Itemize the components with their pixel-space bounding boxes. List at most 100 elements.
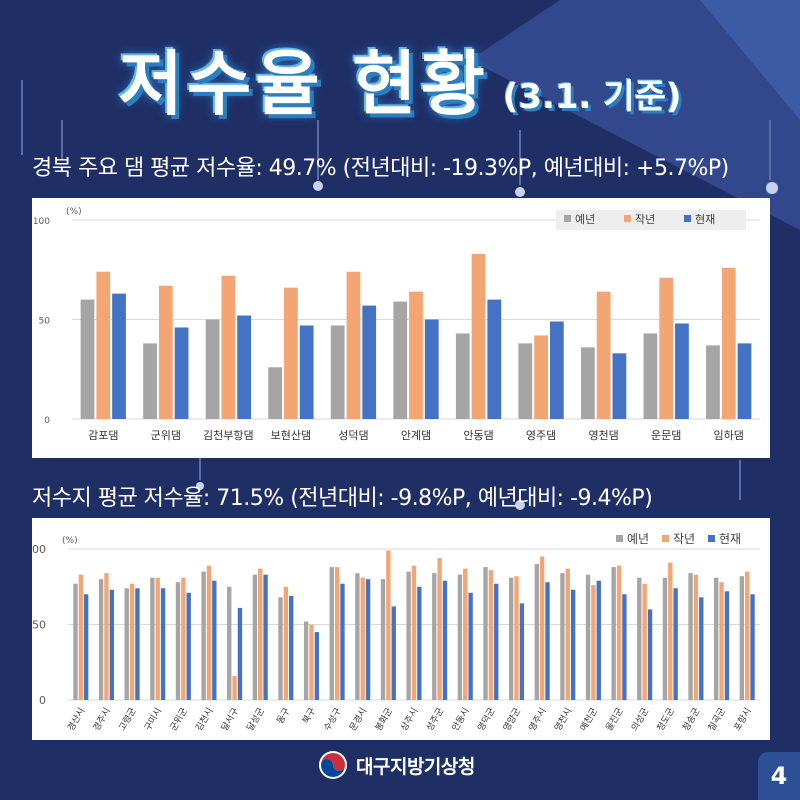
- bar-임하댐-현재: [737, 343, 752, 419]
- bar-운문댐-예년: [643, 333, 658, 419]
- x-tick-label: 임하댐: [714, 428, 744, 442]
- bar-구미시-현재: [160, 588, 166, 700]
- page-number: 4: [758, 752, 800, 800]
- legend-swatch-현재: [684, 215, 691, 222]
- bar-달서구-예년: [227, 586, 232, 700]
- bar-영주시-현재: [545, 582, 550, 700]
- bar-포항시-현재: [750, 594, 755, 700]
- bar-운문댐-현재: [675, 323, 689, 419]
- bar-성주군-작년: [437, 558, 442, 700]
- bar-성주군-현재: [442, 580, 448, 700]
- bar-군위댐-작년: [158, 285, 173, 419]
- legend-box: [556, 210, 746, 230]
- x-tick-label: 안동댐: [463, 429, 493, 442]
- bar-김천시-작년: [206, 565, 212, 700]
- x-tick-label: 김천부항댐: [203, 428, 254, 442]
- legend-label-작년: 작년: [635, 213, 655, 226]
- bar-성덕댐-작년: [346, 271, 361, 419]
- bar-동구-작년: [283, 586, 289, 700]
- bar-김천부항댐-예년: [205, 319, 220, 419]
- x-tick-label: 청송군: [681, 706, 703, 733]
- bar-봉화군-예년: [380, 579, 386, 700]
- legend-swatch-예년: [564, 215, 571, 222]
- x-tick-label: 예천군: [578, 706, 600, 733]
- bar-의성군-작년: [642, 583, 647, 700]
- bar-상주시-현재: [417, 586, 422, 700]
- bar-김천부항댐-작년: [221, 275, 236, 419]
- bar-봉화군-작년: [386, 550, 391, 700]
- bar-경주시-예년: [98, 579, 104, 700]
- bar-봉화군-현재: [391, 606, 396, 700]
- reservoir-section-heading: 저수지 평균 저수율: 71.5% (전년대비: -9.8%P, 예년대비: -…: [32, 486, 653, 511]
- bar-청송군-현재: [699, 597, 704, 700]
- x-tick-label: 울진군: [604, 706, 626, 733]
- legend-label-작년: 작년: [673, 532, 695, 546]
- legend-swatch-현재: [708, 535, 715, 542]
- dam-chart: 0 50 100 (%) 감포댐 군위댐 김천부항댐 보현산댐 성덕댐 안계댐 안동댐 영주댐 영천댐 운…: [33, 207, 760, 442]
- title-main: 저수율 현황: [118, 43, 489, 125]
- bar-경주시-현재: [109, 589, 114, 700]
- bar-달성군-작년: [258, 568, 263, 700]
- bar-예천군-작년: [591, 585, 596, 700]
- title-date: (3.1. 기준): [502, 77, 682, 117]
- y-unit-label: (%): [66, 207, 82, 217]
- bar-임하댐-예년: [706, 345, 720, 419]
- bar-임하댐-작년: [721, 267, 736, 419]
- bar-보현산댐-작년: [284, 287, 298, 419]
- x-tick-label: 성주군: [424, 706, 446, 733]
- bar-성주군-예년: [432, 573, 437, 700]
- bar-구미시-예년: [150, 577, 155, 700]
- x-tick-label: 군위군: [168, 706, 190, 733]
- legend-label-현재: 현재: [719, 532, 741, 546]
- x-tick-label: 성덕댐: [338, 429, 368, 442]
- x-tick-label: 경산시: [65, 706, 88, 734]
- x-tick-label: 김천시: [193, 706, 216, 734]
- x-tick-label: 영천댐: [588, 428, 618, 442]
- bar-영천시-작년: [565, 568, 570, 700]
- x-tick-label: 영주댐: [526, 429, 556, 442]
- bar-동구-예년: [278, 597, 283, 700]
- bar-감포댐-예년: [80, 299, 95, 419]
- bar-문경시-작년: [360, 577, 365, 700]
- x-tick-label: 동구: [275, 706, 293, 726]
- x-tick-label: 안계댐: [401, 429, 431, 442]
- bar-북구-현재: [314, 632, 320, 700]
- x-tick-label: 경주시: [90, 706, 113, 734]
- x-tick-label: 청도군: [655, 706, 677, 733]
- x-tick-label: 고령군: [116, 706, 139, 734]
- bar-달성군-예년: [252, 574, 258, 700]
- y-tick-label: 0: [44, 416, 50, 426]
- bar-영천시-예년: [560, 573, 565, 700]
- bar-영덕군-작년: [488, 570, 494, 700]
- bar-구미시-작년: [155, 577, 160, 700]
- x-tick-label: 영주시: [527, 706, 549, 733]
- x-tick-label: 감포댐: [88, 429, 118, 442]
- bar-김천시-예년: [201, 571, 206, 700]
- x-tick-label: 영양군: [501, 706, 523, 733]
- bar-운문댐-작년: [659, 277, 674, 419]
- x-tick-label: 달성군: [244, 706, 267, 734]
- y-tick-label: 100: [32, 543, 46, 556]
- footer: 대구지방기상청: [318, 750, 475, 780]
- bar-경산시-현재: [83, 594, 89, 700]
- legend-label-예년: 예년: [575, 213, 595, 226]
- bar-울진군-현재: [622, 594, 627, 700]
- x-tick-label: 운문댐: [651, 429, 681, 442]
- bar-군위군-예년: [175, 582, 181, 700]
- bar-안계댐-현재: [424, 319, 439, 419]
- x-tick-label: 문경시: [347, 706, 370, 734]
- legend-swatch-예년: [616, 535, 623, 542]
- bar-영양군-현재: [519, 603, 525, 700]
- bar-안계댐-예년: [393, 301, 408, 419]
- x-tick-label: 수성구: [322, 706, 344, 733]
- bar-성덕댐-현재: [362, 305, 377, 419]
- x-tick-label: 포항시: [732, 706, 754, 733]
- bar-감포댐-현재: [112, 293, 126, 419]
- bar-포항시-예년: [739, 576, 745, 700]
- bar-영양군-작년: [514, 576, 519, 700]
- bar-안동시-예년: [457, 574, 463, 700]
- bar-감포댐-작년: [96, 271, 111, 419]
- bar-영주댐-작년: [534, 335, 548, 419]
- x-tick-label: 의성군: [629, 706, 651, 733]
